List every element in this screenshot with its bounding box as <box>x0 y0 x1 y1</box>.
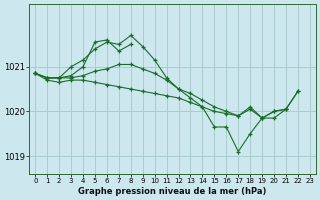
X-axis label: Graphe pression niveau de la mer (hPa): Graphe pression niveau de la mer (hPa) <box>78 187 267 196</box>
